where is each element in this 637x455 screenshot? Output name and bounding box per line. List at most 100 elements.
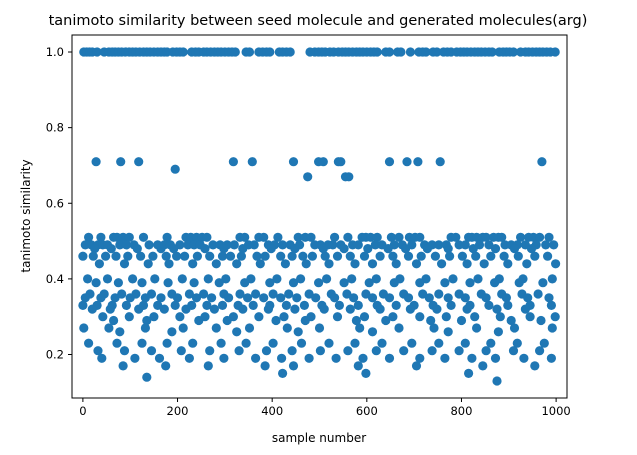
data-point <box>344 172 354 182</box>
data-point <box>156 244 166 254</box>
data-point <box>188 338 198 348</box>
y-axis-label: tanimoto similarity <box>19 159 33 272</box>
data-point <box>211 259 221 269</box>
data-point <box>441 312 451 322</box>
data-point <box>434 289 444 299</box>
data-point <box>217 300 228 310</box>
data-point <box>119 259 130 269</box>
data-point <box>104 323 114 333</box>
data-point <box>101 251 111 261</box>
data-point <box>415 278 425 288</box>
data-point <box>512 338 522 348</box>
data-point <box>434 338 444 348</box>
data-point <box>339 244 349 254</box>
data-point <box>493 327 503 337</box>
data-point <box>80 293 90 303</box>
data-point <box>200 244 210 254</box>
data-point <box>222 315 232 326</box>
data-point <box>551 259 561 269</box>
data-point <box>490 244 501 254</box>
data-point <box>293 327 303 337</box>
data-point <box>161 251 171 261</box>
data-point <box>154 353 165 363</box>
data-point <box>464 368 474 378</box>
data-point <box>259 293 269 303</box>
data-point <box>192 251 202 261</box>
data-point <box>516 232 526 242</box>
data-point <box>118 361 128 371</box>
data-point <box>336 157 346 167</box>
data-point <box>314 278 324 288</box>
data-point <box>514 278 524 288</box>
data-point <box>319 304 329 314</box>
data-point <box>331 353 341 363</box>
data-point <box>443 293 453 303</box>
data-point <box>112 338 122 348</box>
x-axis-label: sample number <box>272 431 366 445</box>
data-point <box>202 300 212 310</box>
data-point <box>298 251 308 261</box>
data-point <box>478 361 488 371</box>
data-point <box>372 47 382 57</box>
data-point <box>330 232 340 242</box>
data-point <box>230 47 240 57</box>
data-point <box>144 240 154 250</box>
data-point <box>116 157 126 167</box>
y-tick-label: 0.6 <box>46 196 64 210</box>
data-point <box>121 240 131 250</box>
data-point <box>371 346 381 356</box>
data-point <box>384 157 395 167</box>
data-point <box>170 300 180 310</box>
data-point <box>490 278 500 288</box>
data-point <box>372 232 382 242</box>
data-point <box>343 346 353 356</box>
data-point <box>97 353 107 363</box>
data-point <box>125 293 135 303</box>
data-point <box>303 172 313 182</box>
data-point <box>396 47 406 57</box>
data-point <box>523 293 533 303</box>
data-point <box>361 368 371 378</box>
data-point <box>324 259 334 269</box>
data-point <box>445 251 455 261</box>
data-point <box>377 338 387 348</box>
data-point <box>263 304 273 314</box>
data-point <box>128 274 138 284</box>
data-point <box>181 304 191 314</box>
data-point <box>170 164 180 174</box>
data-point <box>306 232 316 242</box>
data-point <box>388 251 398 261</box>
data-point <box>486 338 496 348</box>
data-point <box>544 293 554 303</box>
data-point <box>259 232 269 242</box>
data-point <box>219 244 229 254</box>
x-tick-label: 800 <box>450 404 472 418</box>
data-point <box>282 323 292 333</box>
data-point <box>503 259 513 269</box>
data-point <box>209 304 219 314</box>
data-point <box>265 47 275 57</box>
data-point <box>279 312 289 322</box>
data-point <box>232 259 242 269</box>
data-point <box>367 259 378 269</box>
data-point <box>388 312 398 322</box>
data-point <box>296 274 306 284</box>
data-point <box>248 300 258 310</box>
data-point <box>530 361 540 371</box>
data-point <box>525 312 535 322</box>
data-point <box>290 304 300 314</box>
data-point <box>343 232 353 242</box>
data-point <box>332 312 343 322</box>
data-point <box>244 47 255 57</box>
data-point <box>79 323 89 333</box>
data-point <box>457 251 467 261</box>
data-point <box>203 274 213 284</box>
data-point <box>403 251 414 261</box>
data-point <box>268 289 278 299</box>
data-point <box>148 251 158 261</box>
data-point <box>363 244 373 254</box>
data-point <box>526 244 537 254</box>
data-point <box>416 251 426 261</box>
data-point <box>427 346 437 356</box>
data-point <box>134 157 144 167</box>
